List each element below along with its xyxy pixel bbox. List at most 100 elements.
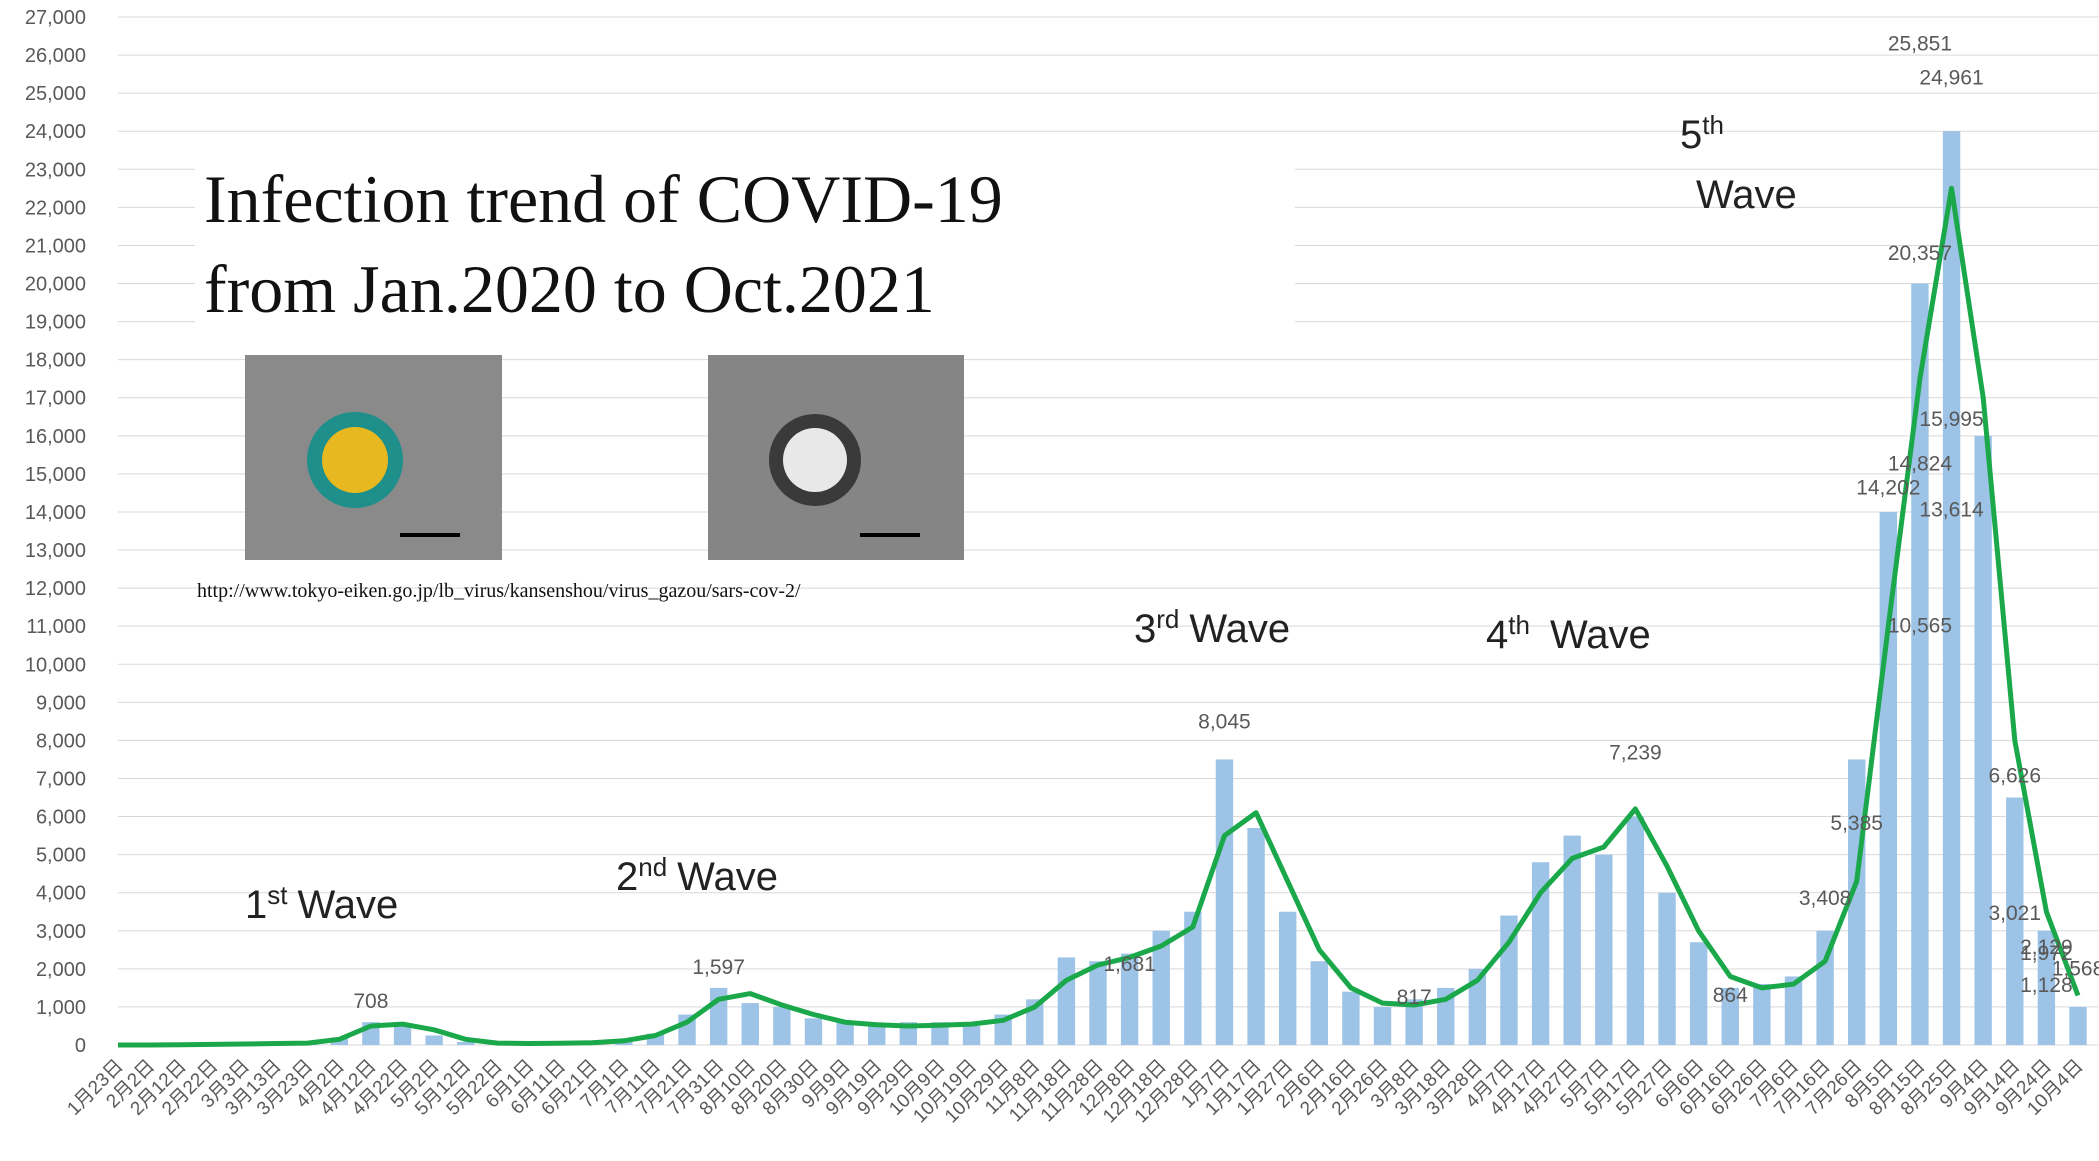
- y-tick-label: 23,000: [25, 159, 86, 181]
- bar: [1342, 991, 1360, 1045]
- data-label: 1,128: [2020, 974, 2073, 997]
- bar: [425, 1035, 443, 1045]
- bar: [1120, 953, 1139, 1045]
- data-label: 8,045: [1198, 711, 1251, 734]
- bar: [836, 1022, 854, 1045]
- y-tick-label: 4,000: [36, 883, 86, 905]
- data-label: 5,385: [1830, 812, 1883, 835]
- y-tick-label: 9,000: [36, 692, 86, 714]
- y-tick-label: 6,000: [36, 807, 86, 829]
- data-label: 817: [1397, 986, 1432, 1009]
- source-url: http://www.tokyo-eiken.go.jp/lb_virus/ka…: [197, 580, 801, 602]
- bar: [1974, 435, 1992, 1045]
- grid: [118, 16, 2099, 1046]
- y-tick-label: 15,000: [25, 464, 86, 486]
- bar: [868, 1025, 886, 1045]
- bar: [1942, 131, 1961, 1045]
- bar: [1310, 961, 1328, 1045]
- y-tick-label: 8,000: [36, 730, 86, 752]
- bar: [1373, 1006, 1392, 1045]
- bar: [1405, 999, 1423, 1045]
- chart-title: Infection trend of COVID-19: [204, 161, 1003, 237]
- y-tick-label: 22,000: [25, 197, 86, 219]
- bar: [1278, 911, 1297, 1045]
- virus-image: [245, 355, 502, 560]
- data-label: 14,202: [1856, 476, 1920, 499]
- bar: [393, 1025, 412, 1045]
- bar: [1626, 816, 1645, 1045]
- bar: [931, 1022, 949, 1045]
- data-label: 6,626: [1988, 765, 2041, 788]
- data-label: 20,357: [1888, 242, 1952, 265]
- y-tick-label: 17,000: [25, 388, 86, 410]
- y-tick-label: 21,000: [25, 235, 86, 257]
- y-tick-label: 2,000: [36, 959, 86, 981]
- y-tick-label: 5,000: [36, 845, 86, 867]
- data-label: 10,565: [1888, 615, 1952, 638]
- y-tick-label: 24,000: [25, 121, 86, 143]
- virus-image: [708, 355, 964, 560]
- y-tick-label: 1,000: [36, 997, 86, 1019]
- y-tick-label: 27,000: [25, 7, 86, 29]
- bar: [1816, 930, 1834, 1045]
- data-label: 25,851: [1888, 33, 1952, 56]
- y-tick-label: 0: [75, 1035, 86, 1057]
- y-tick-label: 7,000: [36, 768, 86, 790]
- data-label: 708: [353, 990, 388, 1013]
- bar: [1531, 862, 1550, 1045]
- bar: [457, 1041, 475, 1045]
- bar: [773, 1006, 791, 1045]
- y-tick-label: 25,000: [25, 83, 86, 105]
- bar: [1721, 987, 1739, 1045]
- bars: [172, 131, 2087, 1045]
- y-tick-label: 14,000: [25, 502, 86, 524]
- bar: [1152, 930, 1170, 1045]
- bar: [1658, 892, 1676, 1045]
- data-label: 14,824: [1888, 453, 1953, 476]
- bar: [1215, 759, 1234, 1045]
- bar: [2037, 930, 2056, 1045]
- y-tick-label: 19,000: [25, 312, 86, 334]
- wave-label: 2nd Wave: [616, 852, 778, 899]
- y-tick-label: 13,000: [25, 540, 86, 562]
- data-label: 3,408: [1799, 887, 1852, 910]
- bar: [804, 1018, 823, 1045]
- data-label: 13,614: [1919, 499, 1984, 522]
- wave-label: 5th: [1680, 110, 1724, 157]
- bar: [1089, 961, 1107, 1045]
- data-label: 1,597: [692, 956, 745, 979]
- y-tick-label: 10,000: [25, 654, 86, 676]
- bar: [962, 1025, 981, 1045]
- data-label: 1,681: [1103, 953, 1156, 976]
- wave-label: 3rd Wave: [1134, 604, 1290, 651]
- data-label: 1,568: [2052, 957, 2099, 980]
- bar: [1563, 835, 1581, 1045]
- bar: [2069, 1006, 2087, 1045]
- y-tick-label: 11,000: [26, 616, 86, 638]
- bar: [1247, 827, 1265, 1045]
- data-label: 864: [1713, 984, 1748, 1007]
- bar: [1911, 283, 1929, 1045]
- bar: [1689, 942, 1708, 1045]
- y-tick-label: 20,000: [25, 274, 86, 296]
- bar: [2006, 797, 2024, 1045]
- chart-title: from Jan.2020 to Oct.2021: [204, 251, 935, 327]
- title-backdrop: [195, 140, 1295, 340]
- bar: [741, 1003, 759, 1045]
- data-label: 15,995: [1919, 408, 1983, 431]
- data-label: 1,972: [2020, 942, 2073, 965]
- y-tick-label: 16,000: [25, 426, 86, 448]
- trend-line: [118, 185, 2081, 1048]
- y-tick-label: 26,000: [25, 45, 86, 67]
- y-tick-label: 18,000: [25, 350, 86, 372]
- bar: [1753, 984, 1771, 1045]
- bar: [1595, 854, 1613, 1045]
- y-tick-label: 12,000: [25, 578, 86, 600]
- bar: [1784, 976, 1803, 1045]
- bar: [646, 1033, 665, 1045]
- bar: [1184, 911, 1202, 1045]
- wave-label: 1st Wave: [245, 880, 398, 927]
- bar: [1057, 957, 1076, 1045]
- lines: [118, 185, 2081, 1048]
